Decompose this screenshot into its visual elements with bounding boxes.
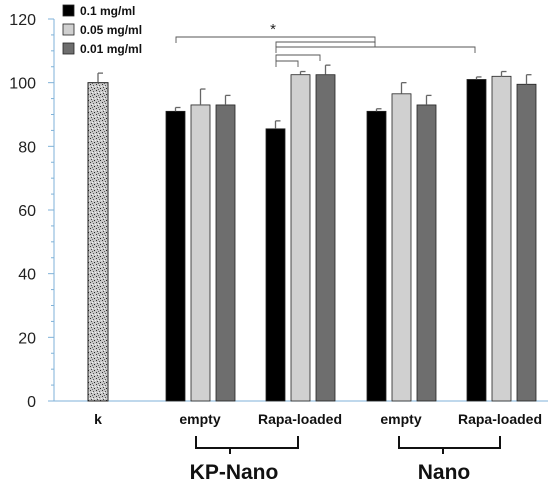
bar-2-2 — [416, 104, 437, 402]
x-tick-label-0: empty — [179, 411, 220, 427]
legend-swatch-0 — [62, 4, 75, 17]
group-label-kp-nano: KP-Nano — [190, 461, 279, 484]
bar-3-2 — [516, 83, 537, 402]
group-brace-kp-nano — [195, 436, 299, 454]
significance-bracket — [275, 41, 376, 47]
bar-1-1 — [290, 74, 311, 402]
legend-label-0: 0.1 mg/ml — [80, 4, 135, 18]
significance-bracket — [275, 54, 321, 61]
y-tick-label: 20 — [18, 330, 36, 347]
bar-0-0 — [165, 110, 186, 402]
y-tick-label: 0 — [27, 394, 36, 411]
legend-label-2: 0.01 mg/ml — [80, 42, 142, 56]
bar-2-1 — [391, 93, 412, 402]
y-tick-label: 40 — [18, 267, 36, 284]
group-brace-nano — [398, 436, 501, 454]
x-tick-label-2: empty — [380, 411, 421, 427]
y-tick-label: 120 — [9, 12, 36, 29]
significance-star: * — [270, 21, 276, 38]
bar-0-2 — [215, 104, 236, 402]
x-tick-label-1: Rapa-loaded — [258, 411, 342, 427]
legend-swatch-1 — [62, 23, 75, 36]
group-label-nano: Nano — [418, 461, 471, 484]
y-tick-label: 60 — [18, 203, 36, 220]
y-tick-label: 100 — [9, 76, 36, 93]
bar-2-0 — [366, 110, 387, 402]
legend-label-1: 0.05 mg/ml — [80, 23, 142, 37]
significance-bracket — [275, 60, 299, 67]
bar-3-0 — [466, 79, 487, 402]
bar-1-0 — [265, 128, 286, 402]
significance-bracket — [275, 46, 476, 53]
bar-control-k — [87, 82, 109, 402]
x-tick-label-3: Rapa-loaded — [458, 411, 542, 427]
legend-swatch-2 — [62, 42, 75, 55]
bar-3-1 — [491, 75, 512, 402]
bar-0-1 — [190, 104, 211, 402]
y-tick-label: 80 — [18, 139, 36, 156]
significance-bracket — [175, 36, 376, 43]
x-tick-label-control: k — [94, 411, 102, 427]
bar-1-2 — [315, 74, 336, 402]
